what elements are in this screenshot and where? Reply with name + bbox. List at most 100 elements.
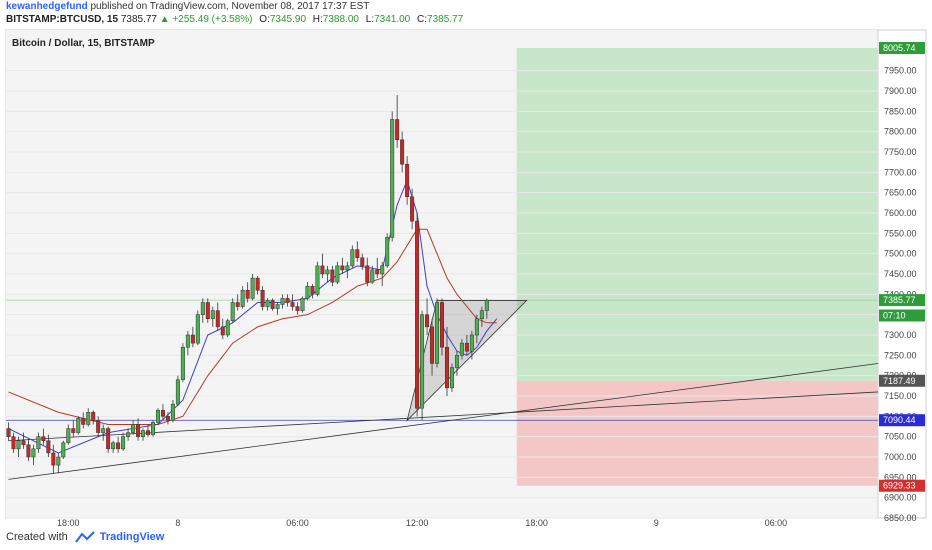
candle-body	[390, 119, 395, 238]
candle-body	[310, 285, 315, 295]
price-chart[interactable]: Bitcoin / Dollar, 15, BITSTAMP 6850.00 69…	[0, 0, 932, 530]
candle-body	[11, 436, 16, 450]
candle-body	[66, 428, 71, 444]
close-value: 7385.77	[427, 14, 464, 25]
price-label-box	[879, 414, 925, 427]
candle-body	[235, 302, 240, 307]
candle-body	[440, 302, 444, 348]
candle-body	[41, 436, 46, 441]
price-label-box	[879, 41, 925, 54]
candle-body	[265, 300, 270, 307]
change-value: +255.49 (+3.58%)	[172, 14, 253, 25]
candle-body	[449, 367, 454, 389]
price-label: 07:10	[883, 310, 906, 320]
candle-body	[395, 119, 400, 141]
y-tick-label: 7800.00	[884, 127, 917, 137]
y-tick-label: 7050.00	[884, 432, 917, 442]
candle-body	[325, 269, 330, 275]
price-label: 7385.77	[883, 295, 916, 305]
candle-body	[116, 442, 121, 450]
candle-body	[290, 302, 295, 307]
candle-body	[36, 436, 41, 450]
candle-body	[260, 290, 265, 307]
y-tick-label: 7700.00	[884, 167, 917, 177]
high-value: 7388.00	[322, 14, 359, 25]
candle-body	[146, 430, 151, 435]
candle-body	[250, 277, 255, 299]
tradingview-brand[interactable]: TradingView	[74, 531, 164, 543]
x-tick-label: 8	[175, 518, 180, 528]
candle-body	[136, 424, 141, 437]
candle-body	[230, 302, 235, 322]
candle-body	[350, 249, 355, 267]
candle-body	[285, 298, 290, 303]
candle-body	[270, 300, 275, 309]
candle-body	[131, 424, 136, 433]
candle-body	[165, 416, 170, 421]
chart-layer: 6850.006900.006950.007000.007050.007100.…	[6, 41, 925, 528]
candle-body	[300, 298, 305, 311]
candle-body	[86, 412, 91, 425]
y-tick-label: 7550.00	[884, 228, 917, 238]
candle-body	[454, 355, 459, 368]
close-label: C:	[417, 14, 428, 25]
candle-body	[385, 237, 390, 267]
candle-body	[355, 249, 360, 258]
x-tick-label: 12:00	[406, 518, 429, 528]
candle-body	[469, 334, 474, 352]
candle-body	[484, 299, 489, 311]
author-link[interactable]: kewanhedgefund	[6, 1, 88, 12]
candle-body	[195, 314, 200, 344]
price-label-box	[879, 309, 925, 322]
y-tick-label: 6950.00	[884, 472, 917, 482]
candle-body	[275, 304, 280, 309]
x-tick-label: 18:00	[57, 518, 80, 528]
trend-line[interactable]	[8, 363, 879, 480]
candle-body	[245, 290, 250, 299]
footer: Created with TradingView	[6, 531, 164, 543]
candle-body	[435, 302, 440, 364]
candle-body	[31, 448, 36, 458]
candle-body	[335, 265, 340, 283]
candle-body	[91, 412, 96, 421]
target-zone[interactable]	[516, 47, 878, 381]
candle-body	[479, 310, 484, 319]
candle-body	[444, 346, 449, 389]
chart-title: Bitcoin / Dollar, 15, BITSTAMP	[12, 38, 155, 49]
candle-body	[151, 422, 155, 435]
high-label: H:	[312, 14, 323, 25]
y-tick-label: 7500.00	[884, 249, 917, 259]
price-label-box	[879, 374, 925, 387]
candle-body	[380, 265, 385, 275]
candle-body	[360, 257, 365, 267]
tradingview-cloud-icon	[74, 531, 95, 543]
y-tick-label: 7300.00	[884, 330, 917, 340]
candle-body	[160, 409, 165, 417]
candle-body	[6, 428, 11, 437]
candle-body	[205, 302, 210, 319]
y-tick-label: 7900.00	[884, 86, 917, 96]
stop-zone[interactable]	[516, 380, 878, 486]
price-label: 7187.49	[883, 376, 916, 386]
candle-body	[365, 265, 370, 283]
candle-body	[320, 265, 325, 275]
symbol-line: BITSTAMP:BTCUSD, 15 7385.77 ▲ +255.49 (+…	[6, 13, 463, 27]
created-with-text: Created with	[6, 531, 68, 543]
y-tick-label: 7650.00	[884, 188, 917, 198]
candle-body	[315, 265, 320, 295]
candle-body	[410, 196, 415, 222]
y-tick-label: 6850.00	[884, 513, 917, 523]
low-label: L:	[365, 14, 375, 25]
candle-body	[220, 326, 225, 336]
candle-body	[405, 163, 410, 197]
y-tick-label: 7600.00	[884, 208, 917, 218]
candle-body	[240, 290, 245, 307]
y-tick-label: 7950.00	[884, 66, 917, 76]
candle-body	[200, 302, 205, 315]
candle-body	[96, 420, 101, 433]
candle-body	[425, 314, 430, 328]
candle-body	[155, 409, 160, 423]
last-price: 7385.77	[120, 14, 157, 25]
up-arrow-icon: ▲	[159, 14, 170, 25]
candle-body	[215, 310, 220, 328]
